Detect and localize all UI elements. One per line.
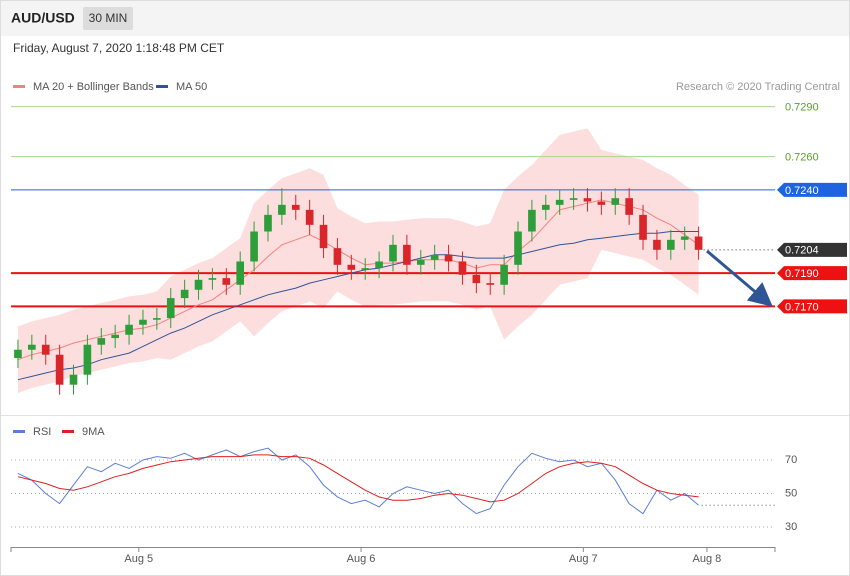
candle-body bbox=[347, 264, 356, 270]
candle-body bbox=[528, 209, 536, 232]
candle-body bbox=[389, 244, 397, 262]
candle-body bbox=[208, 278, 217, 280]
level-label: 0.7204 bbox=[785, 245, 819, 257]
candle-body bbox=[416, 259, 425, 265]
candle-body bbox=[583, 198, 592, 202]
candle-body bbox=[653, 239, 661, 250]
ma-line bbox=[17, 231, 699, 381]
candle-body bbox=[666, 239, 675, 250]
candle-body bbox=[569, 198, 578, 200]
symbol: AUD/USD bbox=[11, 10, 75, 26]
level-box bbox=[777, 182, 847, 197]
candle-body bbox=[236, 261, 245, 285]
legend-swatch bbox=[13, 430, 25, 433]
candle-body bbox=[486, 283, 495, 285]
y-tick-label: 30 bbox=[785, 521, 797, 533]
candle-body bbox=[444, 254, 453, 262]
candle-body bbox=[55, 354, 64, 385]
candle-body bbox=[541, 204, 550, 210]
candle-body bbox=[305, 209, 314, 225]
legend-swatch bbox=[62, 430, 74, 433]
rsi-panel: RSI 9MA 30 50 70 Aug 5 Aug 6 Aug 7 Aug 8 bbox=[10, 426, 797, 565]
candle-body bbox=[28, 344, 36, 350]
level-label: 0.7190 bbox=[785, 268, 819, 280]
candle-body bbox=[250, 231, 258, 262]
candle-body bbox=[458, 261, 467, 275]
timeframe: 30 MIN bbox=[89, 11, 128, 25]
candle-body bbox=[555, 199, 564, 205]
candle-body bbox=[680, 236, 689, 240]
candle-body bbox=[319, 224, 328, 249]
candle-body bbox=[111, 334, 120, 339]
level-box bbox=[777, 299, 847, 314]
candle-body bbox=[97, 338, 106, 345]
timestamp: Friday, August 7, 2020 1:18:48 PM CET bbox=[13, 41, 225, 55]
candle-body bbox=[625, 198, 633, 215]
legend-label: RSI bbox=[33, 426, 51, 438]
candle-body bbox=[264, 214, 272, 232]
level-label: 0.7170 bbox=[785, 301, 819, 313]
candle-body bbox=[41, 344, 50, 355]
candle-body bbox=[639, 214, 647, 240]
candle-body bbox=[153, 318, 161, 320]
x-tick-label: Aug 5 bbox=[124, 553, 153, 565]
candle-body bbox=[514, 231, 522, 265]
header-bar bbox=[1, 1, 849, 36]
candle-body bbox=[597, 201, 606, 205]
forecast-arrow bbox=[706, 249, 773, 307]
candle-body bbox=[14, 349, 22, 359]
level-box bbox=[777, 242, 847, 257]
candle-body bbox=[139, 319, 147, 325]
candle-body bbox=[375, 261, 383, 269]
candle-body bbox=[180, 289, 189, 299]
candle-body bbox=[125, 324, 133, 335]
level-label: 0.7290 bbox=[785, 102, 819, 114]
legend-swatch bbox=[156, 85, 168, 88]
candle-body bbox=[694, 236, 703, 250]
legend-label: MA 20 + Bollinger Bands bbox=[33, 81, 154, 93]
candle-body bbox=[291, 204, 300, 210]
candle-body bbox=[69, 374, 78, 385]
level-label: 0.7240 bbox=[785, 185, 819, 197]
x-tick-label: Aug 7 bbox=[569, 553, 598, 565]
candle-body bbox=[361, 268, 370, 270]
candle-body bbox=[222, 278, 231, 285]
x-tick-label: Aug 8 bbox=[693, 553, 722, 565]
candle-body bbox=[430, 254, 439, 260]
candle-body bbox=[403, 244, 411, 265]
legend-swatch bbox=[13, 85, 25, 88]
legend-label: 9MA bbox=[82, 426, 105, 438]
candle-body bbox=[194, 279, 203, 290]
candle-body bbox=[500, 264, 508, 285]
candle-body bbox=[166, 298, 175, 319]
timeframe-box bbox=[83, 7, 133, 30]
source: Research © 2020 Trading Central bbox=[676, 81, 840, 93]
candle-body bbox=[472, 274, 481, 284]
legend-label: MA 50 bbox=[176, 81, 207, 93]
candle-body bbox=[83, 344, 92, 375]
rsi-line bbox=[17, 447, 699, 515]
y-tick-label: 70 bbox=[785, 454, 797, 466]
level-box bbox=[777, 266, 847, 281]
level-label: 0.7260 bbox=[785, 151, 819, 163]
x-tick-label: Aug 6 bbox=[347, 553, 376, 565]
candle-body bbox=[333, 248, 342, 265]
candle-body bbox=[611, 198, 620, 205]
y-tick-label: 50 bbox=[785, 487, 797, 499]
price-panel: MA 20 + Bollinger Bands MA 50 0.7290 0.7260… bbox=[11, 81, 847, 395]
candle-body bbox=[278, 204, 286, 215]
rsi-line bbox=[17, 454, 699, 503]
